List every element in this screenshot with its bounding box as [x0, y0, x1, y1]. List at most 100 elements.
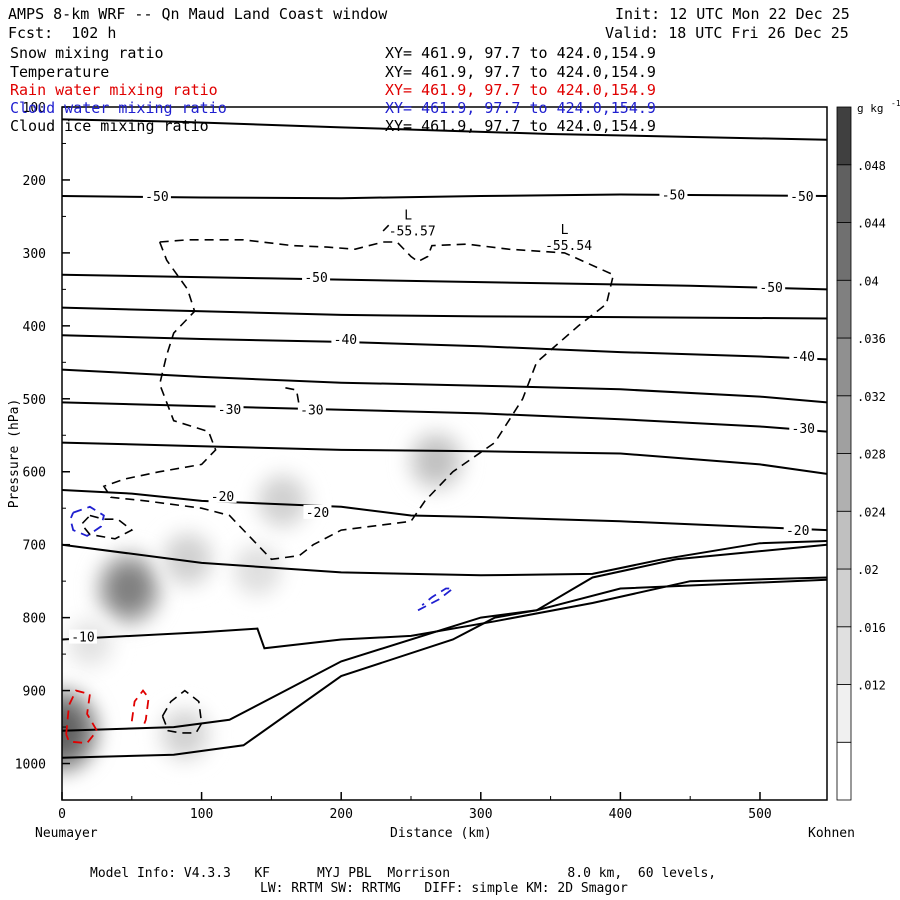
- isotherm-label: -40: [334, 333, 357, 348]
- x-tick-label: 100: [190, 807, 213, 822]
- isotherm-label: -20: [786, 524, 809, 539]
- snow-blob: [406, 429, 466, 493]
- colorbar-segment: [836, 510, 852, 570]
- colorbar-tick-label: .016: [857, 621, 886, 635]
- y-tick-label: 600: [23, 466, 46, 481]
- low-marker: L: [404, 209, 412, 224]
- isotherm-label-bg: [789, 348, 818, 363]
- snow-blob-level: [171, 542, 204, 576]
- isotherm-label: -50: [304, 271, 327, 286]
- x-start-label: Neumayer: [35, 826, 98, 841]
- x-tick-label: 400: [609, 807, 632, 822]
- y-tick-label: 800: [23, 612, 46, 627]
- contour-labels: -50 -50 -50 -50 -50 -40 -40 -30 -30 -30 -20 -20 -20 -…: [68, 187, 818, 646]
- colorbar-tick-label: .024: [857, 505, 886, 519]
- snow-blob: [159, 529, 217, 590]
- plot-frame: [61, 106, 828, 801]
- colorbar-segment: [836, 395, 852, 454]
- isotherm-label: -20: [211, 490, 234, 505]
- y-axis-label: Pressure (hPa): [7, 399, 22, 509]
- isotherm-label-bg: [783, 523, 812, 538]
- isotherm-label: -30: [218, 403, 241, 418]
- contour-lines: [62, 118, 827, 759]
- isotherm-label-bg: [331, 331, 360, 346]
- colorbar-unit-exponent: -1: [891, 99, 900, 108]
- y-tick-label: 200: [23, 174, 46, 189]
- colorbar-unit: g kg: [857, 102, 884, 115]
- x-tick-label: 0: [58, 807, 66, 822]
- y-tick-label: 400: [23, 320, 46, 335]
- colorbar-tick-label: .028: [857, 448, 886, 462]
- field-name-cloud-ice: Cloud ice mixing ratio: [10, 117, 209, 135]
- colorbar-tick-label: .036: [857, 332, 886, 346]
- isotherm-label-bg: [659, 187, 688, 202]
- colorbar-segment: [836, 279, 852, 339]
- field-xy-snow: XY= 461.9, 97.7 to 424.0,154.9: [385, 44, 656, 62]
- isotherm-label-bg: [303, 504, 332, 519]
- x-tick-label: 300: [469, 807, 492, 822]
- y-tick-label: 900: [23, 685, 46, 700]
- isotherm-label: -50: [145, 190, 168, 205]
- snow-blob-level: [110, 568, 148, 609]
- cloud-water-contour: [417, 587, 456, 612]
- isotherm-label: -40: [792, 350, 815, 365]
- colorbar-segment: [836, 164, 852, 223]
- snow-blob: [94, 549, 164, 628]
- isotherm-label-bg: [787, 188, 816, 203]
- snow-blob-level: [266, 484, 299, 518]
- isotherm: [62, 401, 827, 433]
- forecast-hour: Fcst: 102 h: [8, 24, 117, 42]
- init-time: Init: 12 UTC Mon 22 Dec 25: [615, 5, 850, 23]
- y-tick-label: 100: [23, 101, 46, 116]
- field-xy-cloud-ice: XY= 461.9, 97.7 to 424.0,154.9: [385, 117, 656, 135]
- x-tick-label: 200: [329, 807, 352, 822]
- field-name-cloud-water: Cloud water mixing ratio: [10, 99, 227, 117]
- y-tick-label: 300: [23, 247, 46, 262]
- colorbar-segment: [836, 106, 852, 166]
- isotherm-label: -50: [662, 189, 685, 204]
- snow-blob-level: [419, 443, 453, 478]
- isotherm: [62, 441, 827, 475]
- isotherm-label-bg: [142, 188, 171, 203]
- snow-blob-level: [242, 554, 273, 586]
- snow-blob: [156, 705, 213, 764]
- colorbar-segment: [836, 453, 852, 512]
- cloud-ice-contour: [161, 689, 203, 734]
- colorbar-segment: [836, 222, 852, 281]
- field-name-rain: Rain water mixing ratio: [10, 81, 218, 99]
- isotherm: [62, 576, 827, 650]
- axes: 100 200 300 400 500 600 700 800 900 1000 0 100 200 30…: [7, 101, 772, 822]
- isotherm-label-bg: [208, 488, 237, 503]
- colorbar-tick-label: .012: [857, 679, 886, 693]
- low-marker: L: [561, 223, 569, 238]
- isotherm-label-bg: [297, 402, 326, 417]
- isotherm: [62, 306, 827, 320]
- isotherm: [62, 273, 827, 291]
- colorbar-segment: [836, 626, 852, 685]
- isotherm: [62, 578, 827, 759]
- isotherm-label: -30: [300, 404, 323, 419]
- colorbar: .012 .016 .02 .024 .028 .032 .036 .04 .044 .048 g …: [836, 99, 900, 801]
- isotherm-label: -50: [790, 190, 813, 205]
- x-axis-label: Distance (km): [390, 826, 492, 841]
- colorbar-tick-label: .02: [857, 563, 879, 577]
- colorbar-segment: [836, 568, 852, 628]
- isotherm: [62, 540, 827, 577]
- cloud-ice-contour: [102, 239, 615, 561]
- isotherm: [62, 193, 827, 200]
- cloud-ice-contour: [80, 514, 134, 540]
- rain-contour: [65, 689, 98, 745]
- chart-title: AMPS 8-km WRF -- Qn Maud Land Coast wind…: [8, 5, 388, 23]
- field-xy-cloud-water: XY= 461.9, 97.7 to 424.0,154.9: [385, 99, 656, 117]
- isotherm-label: -30: [792, 422, 815, 437]
- isotherm: [62, 489, 827, 532]
- low-value: -55.57: [389, 225, 436, 240]
- field-xy-rain: XY= 461.9, 97.7 to 424.0,154.9: [385, 81, 656, 99]
- low-value: -55.54: [545, 239, 592, 254]
- rain-contour: [130, 689, 150, 728]
- physics-info: LW: RRTM SW: RRTMG DIFF: simple KM: 2D S…: [260, 881, 628, 896]
- field-xy-temperature: XY= 461.9, 97.7 to 424.0,154.9: [385, 63, 656, 81]
- snow-blob-level: [169, 718, 201, 751]
- isotherm: [62, 368, 827, 404]
